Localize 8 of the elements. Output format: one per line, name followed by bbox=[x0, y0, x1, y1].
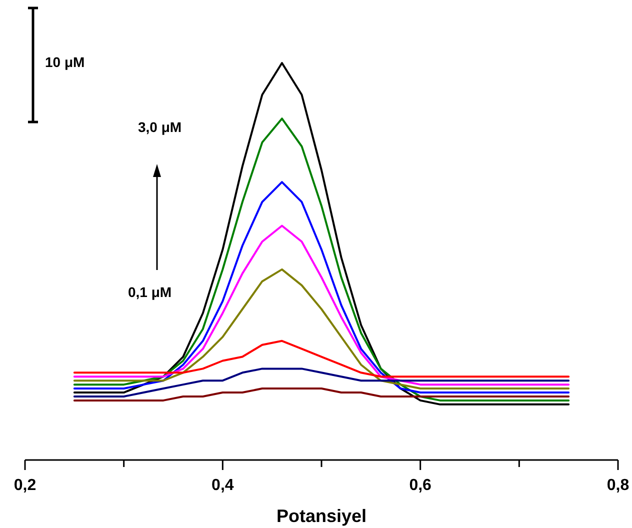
annotation: 0,1 μM bbox=[128, 284, 172, 300]
x-tick-label: 0,8 bbox=[606, 477, 630, 494]
annotation: 10 μM bbox=[45, 54, 85, 70]
annotation: 3,0 μM bbox=[138, 119, 182, 135]
x-axis-title: Potansiyel bbox=[276, 506, 367, 526]
x-tick-label: 0,2 bbox=[14, 477, 36, 494]
x-tick-label: 0,6 bbox=[409, 477, 432, 494]
x-tick-label: 0,4 bbox=[212, 477, 234, 494]
